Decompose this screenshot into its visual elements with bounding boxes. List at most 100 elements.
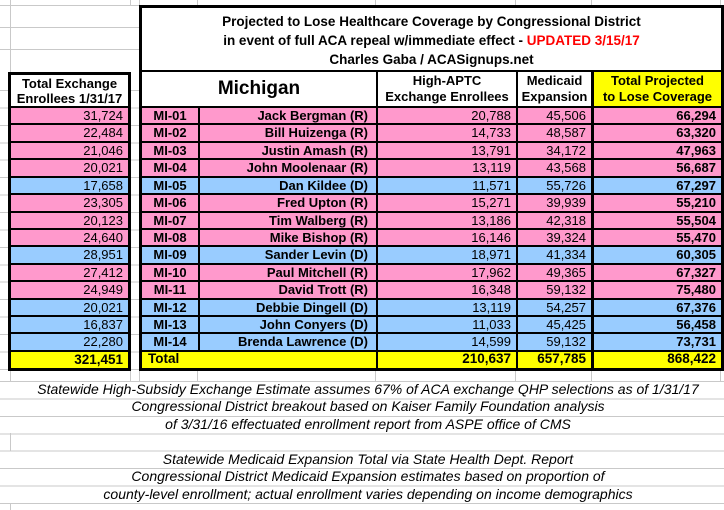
high-aptc-header-line1: High-APTC xyxy=(412,73,482,88)
district-cell-MI-10[interactable]: MI-10 xyxy=(142,264,200,281)
high-aptc-cell-MI-04[interactable]: 13,119 xyxy=(378,160,518,176)
exchange-enrollees-cell-MI-06[interactable]: 23,305 xyxy=(11,195,128,213)
district-cell-MI-09[interactable]: MI-09 xyxy=(142,247,200,263)
rep-name-cell-MI-14[interactable]: Brenda Lawrence (D) xyxy=(200,334,378,350)
medicaid-cell-MI-10[interactable]: 49,365 xyxy=(518,264,594,281)
medicaid-cell-MI-13[interactable]: 45,425 xyxy=(518,317,594,333)
exchange-enrollees-total-cell[interactable]: 321,451 xyxy=(11,351,128,368)
total-projected-cell-MI-04[interactable]: 56,687 xyxy=(676,160,716,176)
rep-name-cell-MI-11[interactable]: David Trott (R) xyxy=(200,282,378,298)
exchange-enrollees-cell-MI-14[interactable]: 22,280 xyxy=(11,334,128,352)
exchange-enrollees-cell-MI-11[interactable]: 24,949 xyxy=(11,282,128,300)
exchange-enrollees-cell-MI-01[interactable]: 31,724 xyxy=(11,108,128,126)
rep-name-cell-MI-07[interactable]: Tim Walberg (R) xyxy=(200,212,378,228)
total-projected-cell-MI-10[interactable]: 67,327 xyxy=(676,264,716,280)
exchange-enrollees-cell-MI-08[interactable]: 24,640 xyxy=(11,229,128,248)
high-aptc-cell-MI-08[interactable]: 16,146 xyxy=(378,229,518,246)
rep-name-cell-MI-12[interactable]: Debbie Dingell (D) xyxy=(200,299,378,316)
rep-name-cell-MI-08[interactable]: Mike Bishop (R) xyxy=(200,229,378,246)
footnote-line-6: Congressional District Medicaid Expansio… xyxy=(131,468,605,485)
medicaid-cell-MI-06[interactable]: 39,939 xyxy=(518,195,594,211)
district-cell-MI-13[interactable]: MI-13 xyxy=(142,317,200,333)
medicaid-cell-MI-02[interactable]: 48,587 xyxy=(518,125,594,141)
total-projected-cell-MI-14[interactable]: 73,731 xyxy=(676,334,716,350)
high-aptc-cell-MI-12[interactable]: 13,119 xyxy=(378,299,518,316)
total-projected-total-cell[interactable]: 868,422 xyxy=(667,350,716,366)
rep-name-cell-MI-03[interactable]: Justin Amash (R) xyxy=(200,142,378,159)
total-medicaid-cell[interactable]: 657,785 xyxy=(518,351,594,368)
exchange-enrollees-cell-MI-04[interactable]: 20,021 xyxy=(11,160,128,178)
exchange-enrollees-cell-MI-10[interactable]: 27,412 xyxy=(11,264,128,283)
exchange-enrollees-cell-MI-02[interactable]: 22,484 xyxy=(11,125,128,143)
medicaid-cell-MI-01[interactable]: 45,506 xyxy=(518,108,594,124)
total-projected-cell-MI-05[interactable]: 67,297 xyxy=(676,177,716,193)
rep-name-cell-MI-09[interactable]: Sander Levin (D) xyxy=(200,247,378,263)
medicaid-cell-MI-11[interactable]: 59,132 xyxy=(518,282,594,298)
total-projected-cell-MI-03[interactable]: 47,963 xyxy=(676,142,716,158)
exchange-enrollees-cell-MI-13[interactable]: 16,837 xyxy=(11,317,128,335)
exchange-enrollees-cell-MI-07[interactable]: 20,123 xyxy=(11,212,128,230)
medicaid-cell-MI-04[interactable]: 43,568 xyxy=(518,160,594,176)
total-projected-cell-MI-01[interactable]: 66,294 xyxy=(676,108,716,123)
district-cell-MI-05[interactable]: MI-05 xyxy=(142,177,200,194)
medicaid-cell-MI-09[interactable]: 41,334 xyxy=(518,247,594,263)
footnote-line-3: of 3/31/16 effectuated enrollment report… xyxy=(165,415,571,432)
rep-name-cell-MI-04[interactable]: John Moolenaar (R) xyxy=(200,160,378,176)
total-projected-cell-MI-12[interactable]: 67,376 xyxy=(676,299,716,315)
high-aptc-cell-MI-11[interactable]: 16,348 xyxy=(378,282,518,298)
medicaid-cell-MI-08[interactable]: 39,324 xyxy=(518,229,594,246)
high-aptc-cell-MI-02[interactable]: 14,733 xyxy=(378,125,518,141)
total-projected-cell-MI-13[interactable]: 56,458 xyxy=(676,317,716,333)
district-cell-MI-06[interactable]: MI-06 xyxy=(142,195,200,211)
district-cell-MI-02[interactable]: MI-02 xyxy=(142,125,200,141)
high-aptc-cell-MI-05[interactable]: 11,571 xyxy=(378,177,518,194)
exchange-enrollees-cell-MI-09[interactable]: 28,951 xyxy=(11,247,128,265)
rep-name-cell-MI-01[interactable]: Jack Bergman (R) xyxy=(200,108,378,124)
total-projected-cell-MI-08[interactable]: 55,470 xyxy=(676,229,716,245)
medicaid-cell-MI-12[interactable]: 54,257 xyxy=(518,299,594,316)
total-projected-cell-MI-02[interactable]: 63,320 xyxy=(676,125,716,141)
district-cell-MI-11[interactable]: MI-11 xyxy=(142,282,200,298)
medicaid-cell-MI-03[interactable]: 34,172 xyxy=(518,142,594,159)
medicaid-cell-MI-05[interactable]: 55,726 xyxy=(518,177,594,194)
high-aptc-cell-MI-03[interactable]: 13,791 xyxy=(378,142,518,159)
medicaid-cell-MI-14[interactable]: 59,132 xyxy=(518,334,594,350)
district-cell-MI-07[interactable]: MI-07 xyxy=(142,212,200,228)
high-aptc-header-cell[interactable]: High-APTC Exchange Enrollees xyxy=(378,72,518,106)
rep-name-cell-MI-10[interactable]: Paul Mitchell (R) xyxy=(200,264,378,281)
exchange-enrollees-cell-MI-05[interactable]: 17,658 xyxy=(11,177,128,196)
medicaid-cell-MI-07[interactable]: 42,318 xyxy=(518,212,594,228)
medicaid-header-cell[interactable]: Medicaid Expansion xyxy=(518,72,594,106)
high-aptc-cell-MI-06[interactable]: 15,271 xyxy=(378,195,518,211)
total-projected-cell-MI-09[interactable]: 60,305 xyxy=(676,247,716,263)
total-projected-cell-MI-06[interactable]: 55,210 xyxy=(676,195,716,211)
high-aptc-cell-MI-07[interactable]: 13,186 xyxy=(378,212,518,228)
rep-name-cell-MI-13[interactable]: John Conyers (D) xyxy=(200,317,378,333)
high-aptc-cell-MI-01[interactable]: 20,788 xyxy=(378,108,518,124)
district-cell-MI-12[interactable]: MI-12 xyxy=(142,299,200,316)
exchange-enrollees-cell-MI-03[interactable]: 21,046 xyxy=(11,142,128,161)
total-projected-header-cell[interactable]: Total Projected to Lose Coverage xyxy=(594,72,721,106)
gridlines-below-table-band xyxy=(0,371,724,381)
rep-name-cell-MI-06[interactable]: Fred Upton (R) xyxy=(200,195,378,211)
district-cell-MI-08[interactable]: MI-08 xyxy=(142,229,200,246)
gridlines-top-left xyxy=(0,5,139,72)
medicaid-header-line1: Medicaid xyxy=(526,73,583,88)
high-aptc-cell-MI-09[interactable]: 18,971 xyxy=(378,247,518,263)
district-cell-MI-14[interactable]: MI-14 xyxy=(142,334,200,350)
total-projected-cell-MI-11[interactable]: 75,480 xyxy=(676,282,716,298)
exchange-enrollees-header-cell[interactable]: Total Exchange Enrollees 1/31/17 xyxy=(11,75,128,108)
total-projected-cell-MI-07[interactable]: 55,504 xyxy=(676,212,716,228)
district-cell-MI-04[interactable]: MI-04 xyxy=(142,160,200,176)
high-aptc-cell-MI-13[interactable]: 11,033 xyxy=(378,317,518,333)
total-label-cell[interactable]: Total xyxy=(142,351,378,368)
high-aptc-cell-MI-10[interactable]: 17,962 xyxy=(378,264,518,281)
total-high-aptc-cell[interactable]: 210,637 xyxy=(378,351,518,368)
district-cell-MI-01[interactable]: MI-01 xyxy=(142,108,200,124)
exchange-enrollees-cell-MI-12[interactable]: 20,021 xyxy=(11,299,128,318)
rep-name-cell-MI-02[interactable]: Bill Huizenga (R) xyxy=(200,125,378,141)
state-header-cell[interactable]: Michigan xyxy=(142,72,378,106)
rep-name-cell-MI-05[interactable]: Dan Kildee (D) xyxy=(200,177,378,194)
district-cell-MI-03[interactable]: MI-03 xyxy=(142,142,200,159)
high-aptc-cell-MI-14[interactable]: 14,599 xyxy=(378,334,518,350)
